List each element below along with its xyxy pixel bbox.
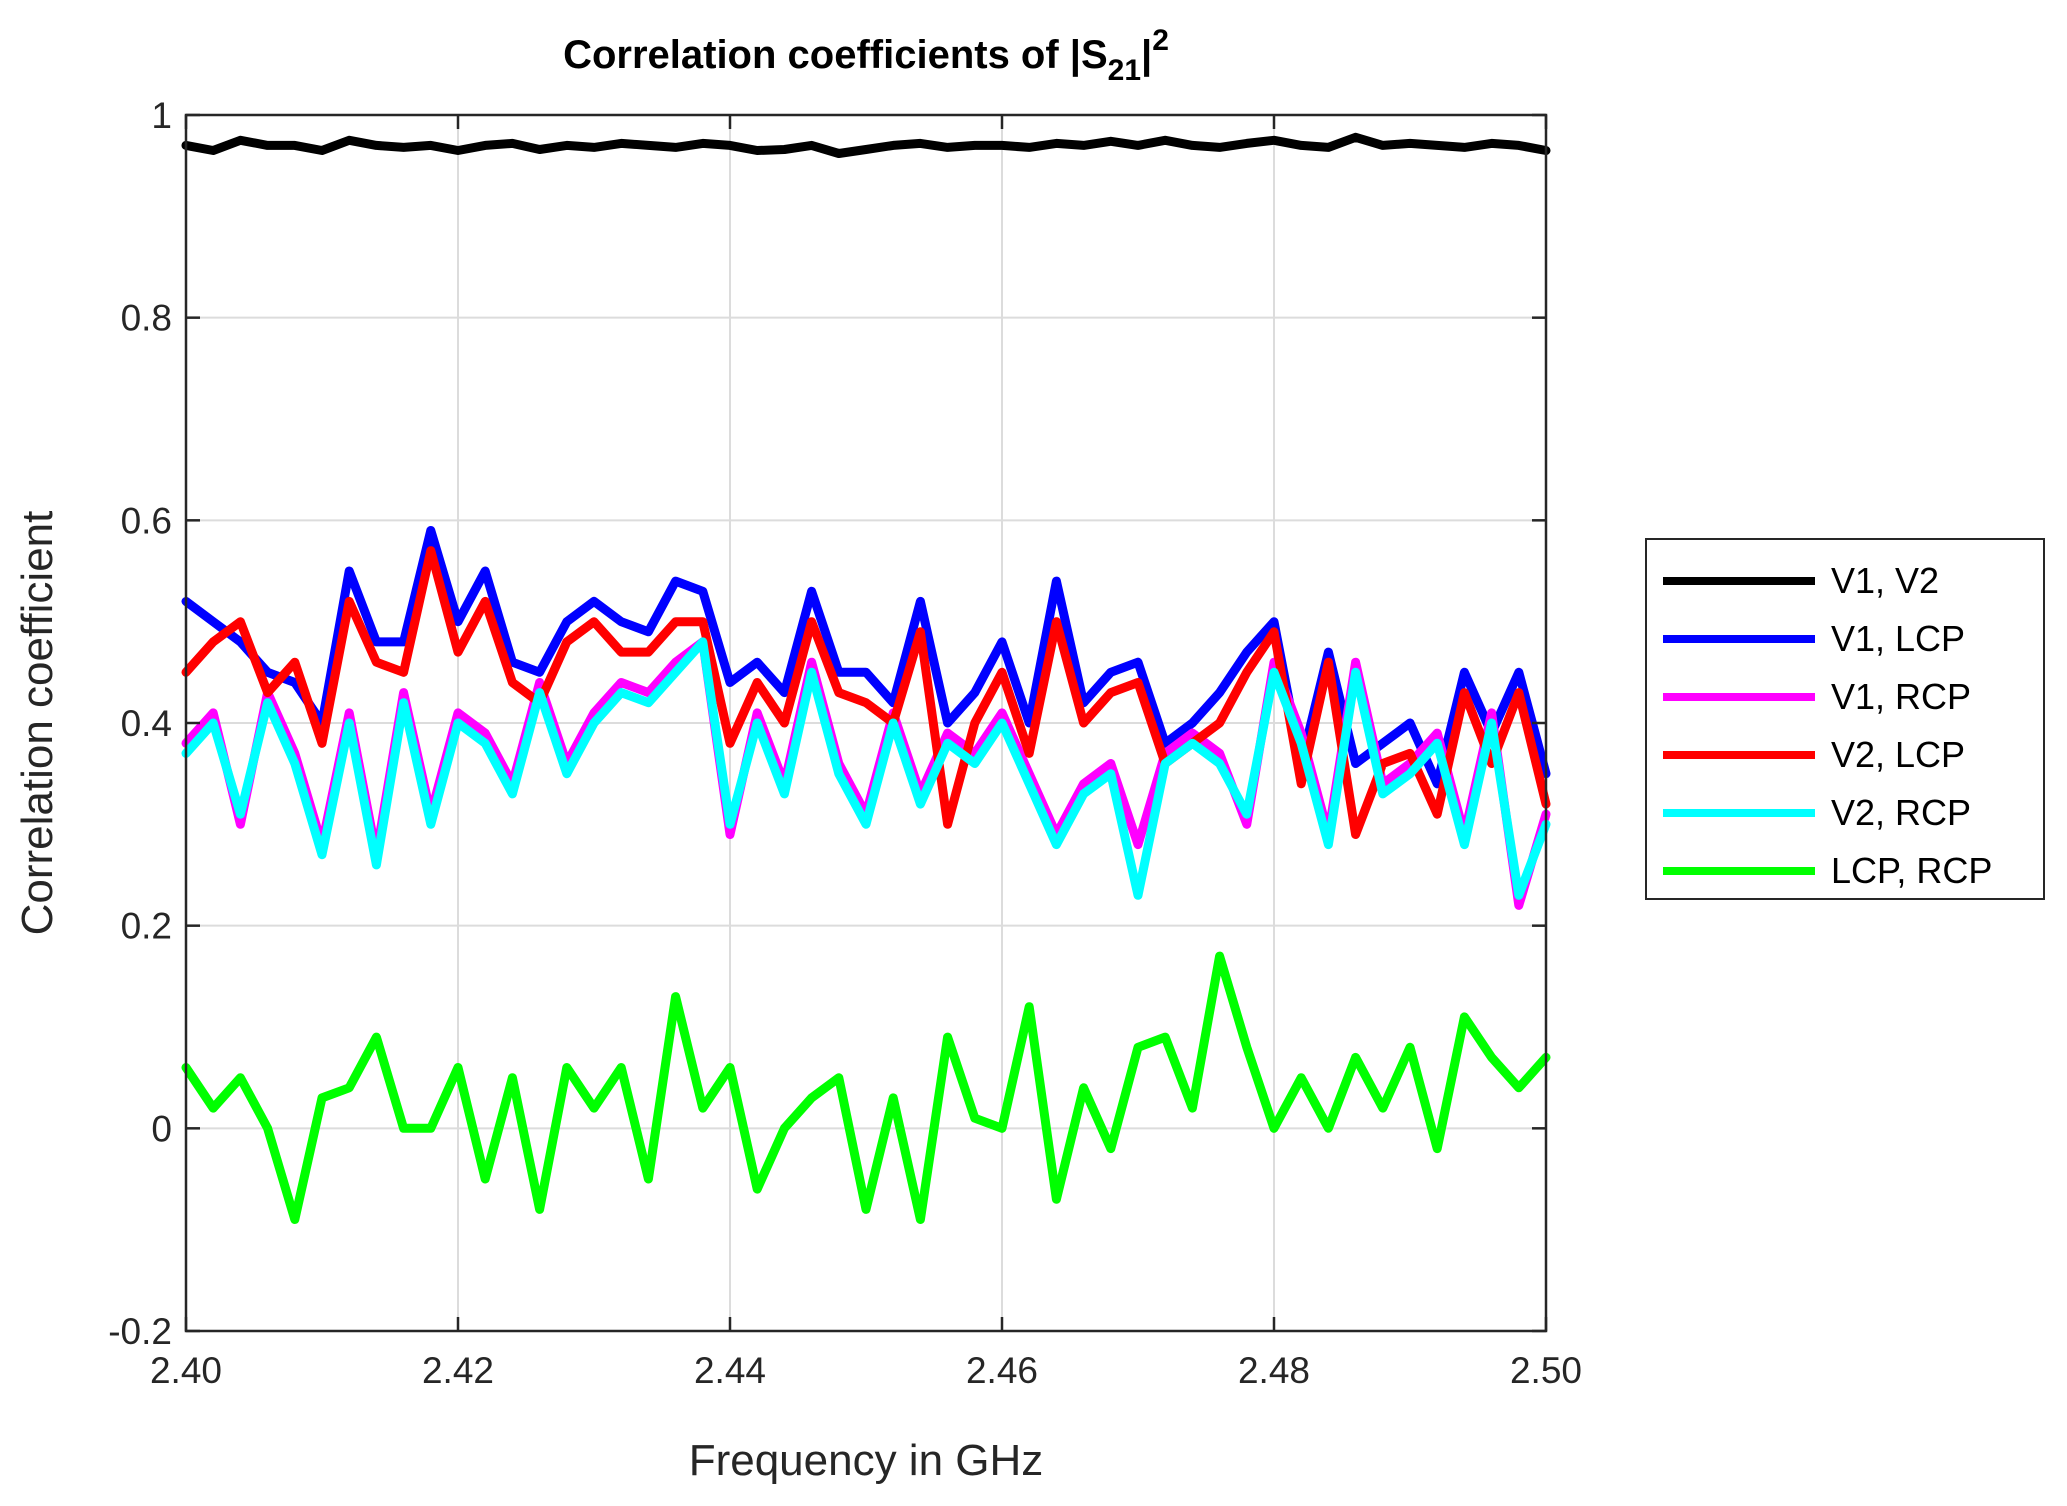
legend-item: V2, RCP	[1647, 784, 2043, 842]
x-tick-label: 2.48	[1238, 1350, 1310, 1391]
series-line-v2-lcp	[181, 546, 1551, 839]
legend-label: V2, LCP	[1831, 734, 1966, 775]
x-tick-label: 2.42	[422, 1350, 494, 1391]
legend-label: V1, V2	[1831, 560, 1940, 601]
legend-swatch	[1663, 867, 1815, 875]
chart-title: Correlation coefficients of |S21|2	[563, 24, 1169, 87]
legend-item: LCP, RCP	[1647, 842, 2043, 900]
y-tick-labels: -0.2 0 0.2 0.4 0.6 0.8 1	[108, 95, 172, 1352]
legend-swatch	[1663, 751, 1815, 759]
tick-marks	[184, 113, 1548, 1333]
x-tick-label: 2.44	[694, 1350, 766, 1391]
legend-label: LCP, RCP	[1831, 850, 1993, 891]
legend-swatch	[1663, 693, 1815, 701]
series-line-v2-rcp	[181, 637, 1551, 900]
legend-swatch	[1663, 577, 1815, 585]
x-tick-label: 2.46	[966, 1350, 1038, 1391]
series-line-v1-v2	[181, 132, 1551, 158]
series-lines	[181, 132, 1551, 1224]
y-tick-label: 0.6	[121, 500, 172, 541]
y-tick-label: 0	[151, 1108, 172, 1149]
x-tick-label: 2.40	[150, 1350, 222, 1391]
legend-swatch	[1663, 635, 1815, 643]
y-tick-label: 0.8	[121, 298, 172, 339]
series-line-lcp-rcp	[181, 951, 1551, 1224]
x-axis-label: Frequency in GHz	[689, 1436, 1044, 1485]
x-tick-label: 2.50	[1510, 1350, 1582, 1391]
y-axis-label: Correlation coefficient	[13, 511, 62, 936]
y-tick-label: 1	[151, 95, 172, 136]
y-tick-label: -0.2	[108, 1311, 172, 1352]
y-tick-label: 0.4	[121, 703, 172, 744]
legend-swatch	[1663, 809, 1815, 817]
legend-item: V1, V2	[1647, 552, 2043, 610]
legend-item: V1, RCP	[1647, 668, 2043, 726]
x-tick-labels: 2.40 2.42 2.44 2.46 2.48 2.50	[150, 1350, 1582, 1391]
legend: V1, V2 V1, LCP V1, RCP V2, LCP V2, RCP LCP, R…	[1645, 538, 2045, 900]
legend-label: V1, RCP	[1831, 676, 1972, 717]
legend-item: V1, LCP	[1647, 610, 2043, 668]
y-tick-label: 0.2	[121, 906, 172, 947]
legend-label: V2, RCP	[1831, 792, 1972, 833]
legend-item: V2, LCP	[1647, 726, 2043, 784]
legend-label: V1, LCP	[1831, 618, 1966, 659]
